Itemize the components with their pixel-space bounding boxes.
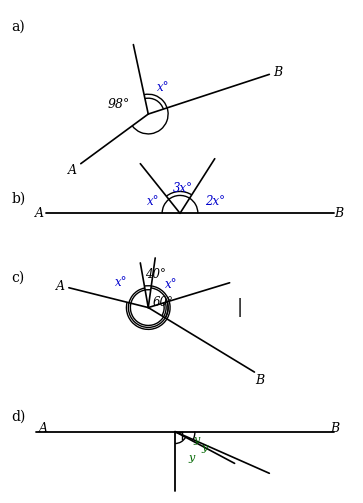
Text: y: y xyxy=(189,453,195,463)
Text: d): d) xyxy=(11,410,26,424)
Text: 40°: 40° xyxy=(145,268,166,281)
Text: x°: x° xyxy=(157,81,170,94)
Text: 3x°: 3x° xyxy=(173,182,193,195)
Text: |: | xyxy=(236,298,242,317)
Text: A: A xyxy=(56,280,65,293)
Text: a): a) xyxy=(11,20,25,34)
Text: x°: x° xyxy=(165,278,178,291)
Text: 60°: 60° xyxy=(153,296,174,309)
Text: B: B xyxy=(330,422,339,435)
Text: A: A xyxy=(34,207,44,220)
Text: 2x°: 2x° xyxy=(205,195,225,208)
Text: x°: x° xyxy=(147,195,159,208)
Text: y: y xyxy=(194,435,200,445)
Text: 98°: 98° xyxy=(107,98,130,111)
Text: c): c) xyxy=(11,271,25,285)
Text: b): b) xyxy=(11,192,25,205)
Text: B: B xyxy=(334,207,343,220)
Text: x°: x° xyxy=(115,276,128,289)
Text: A: A xyxy=(38,422,48,435)
Text: y: y xyxy=(202,444,208,454)
Text: B: B xyxy=(273,66,282,79)
Text: B: B xyxy=(255,374,264,386)
Text: A: A xyxy=(68,164,77,177)
